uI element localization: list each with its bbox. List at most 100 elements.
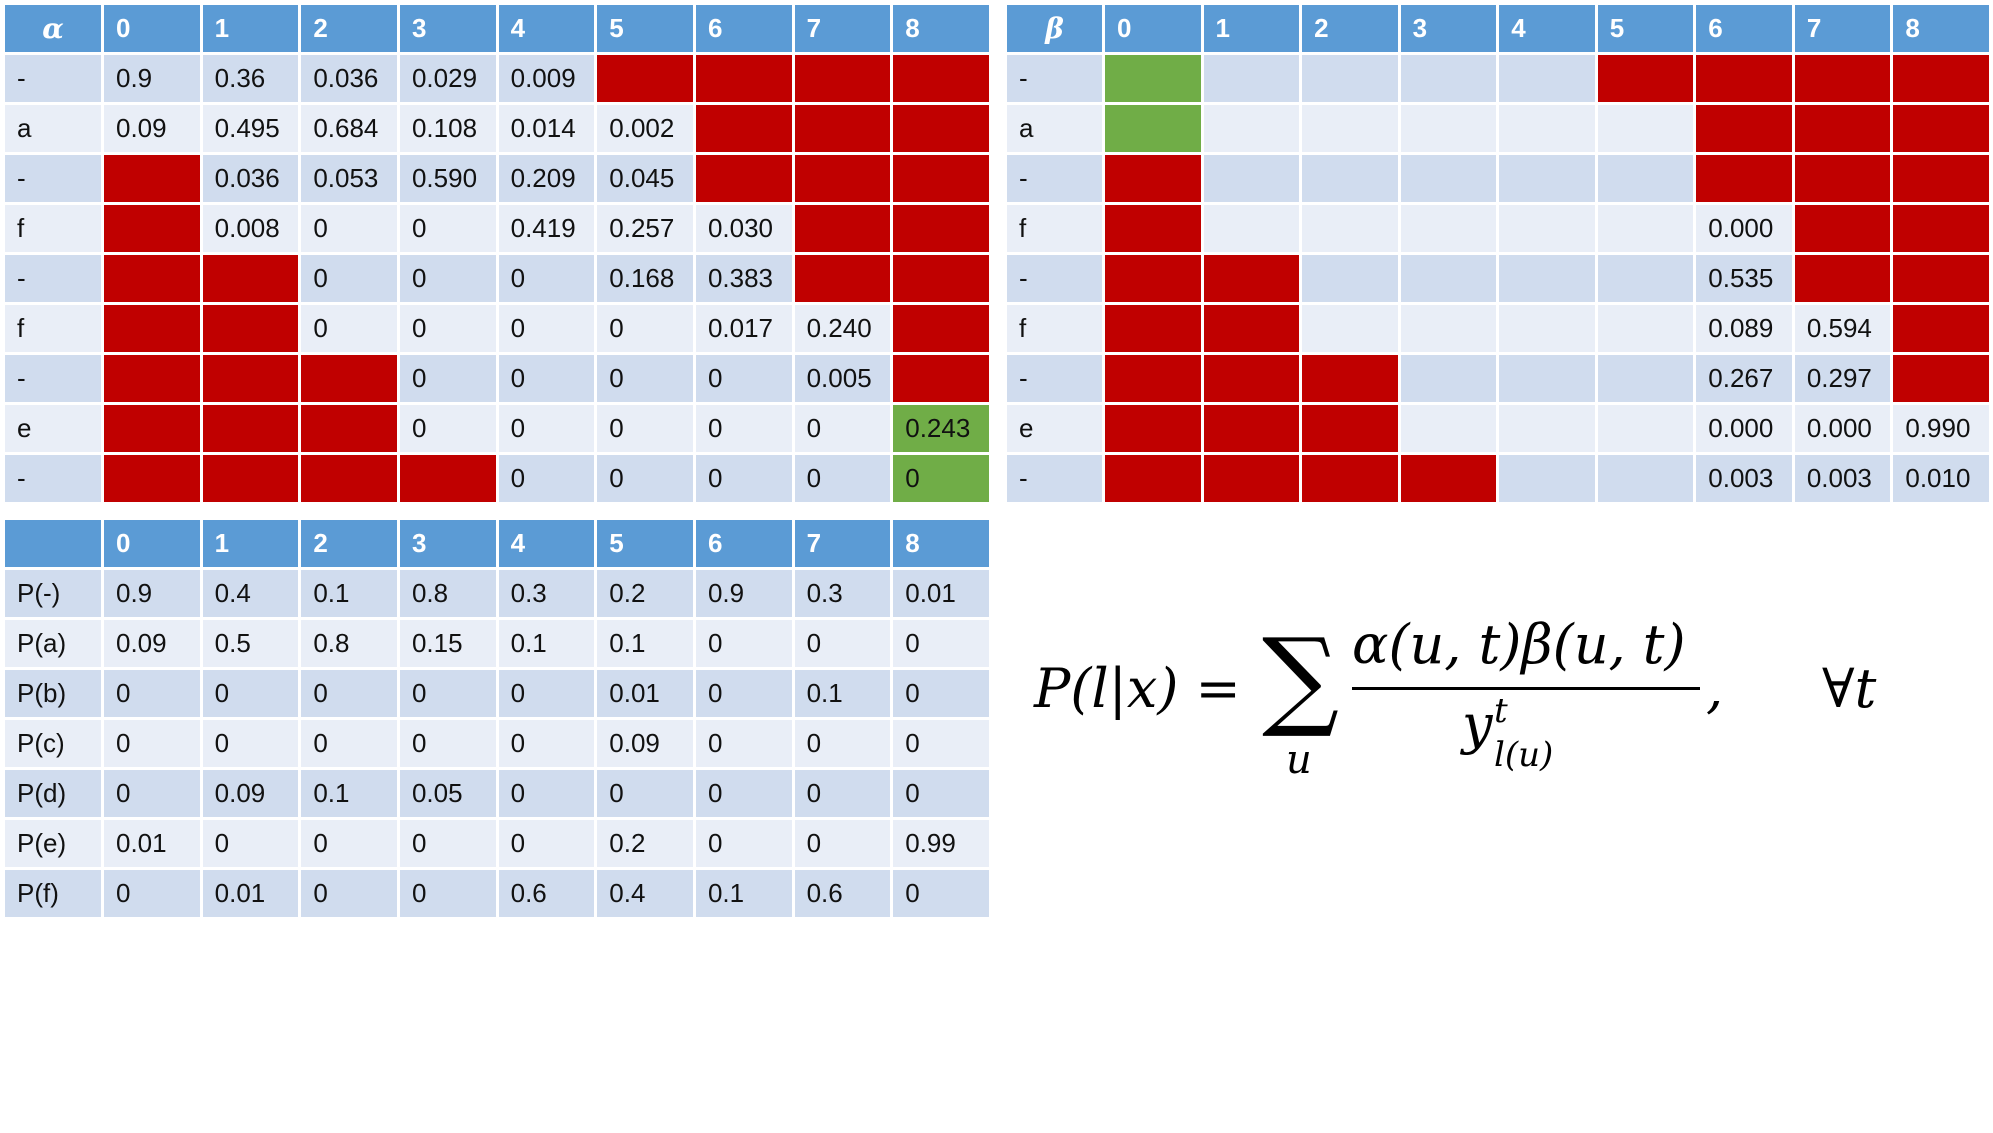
probability-value-cell: 0.8 bbox=[298, 617, 400, 670]
alpha-row: -0 0 0 0.168 0.383 bbox=[2, 252, 992, 305]
alpha-blocked-cell bbox=[101, 152, 203, 205]
alpha-row-label: - bbox=[2, 452, 104, 505]
probability-value-cell: 0 bbox=[791, 817, 894, 870]
formula-numerator: α(u, t)β(u, t) bbox=[1352, 613, 1686, 676]
alpha-blocked-cell bbox=[890, 352, 992, 405]
probability-value-cell: 0 bbox=[298, 867, 400, 920]
alpha-blocked-cell bbox=[199, 352, 302, 405]
alpha-blocked-cell bbox=[101, 452, 203, 505]
formula-lhs: P(l|x) = bbox=[1034, 657, 1241, 720]
alpha-value-cell: 0.053 bbox=[298, 152, 400, 205]
beta-row: f 0.000 bbox=[1004, 202, 1992, 255]
probability-row-label: P(b) bbox=[2, 667, 104, 720]
probability-value-cell: 0 bbox=[298, 717, 400, 770]
alpha-blocked-cell bbox=[199, 302, 302, 355]
probability-value-cell: 0 bbox=[396, 717, 499, 770]
alpha-blocked-cell bbox=[791, 52, 894, 105]
beta-column-header: 1 bbox=[1200, 2, 1303, 55]
alpha-value-cell: 0 bbox=[495, 402, 598, 455]
alpha-value-cell: 0 bbox=[396, 302, 499, 355]
sum-symbol: ∑ bbox=[1262, 616, 1340, 741]
beta-value-cell bbox=[1200, 152, 1303, 205]
beta-row: - 0.535 bbox=[1004, 252, 1992, 305]
beta-blocked-cell bbox=[1200, 352, 1303, 405]
beta-blocked-cell bbox=[1791, 52, 1894, 105]
alpha-column-header: 2 bbox=[298, 2, 400, 55]
probability-value-cell: 0 bbox=[890, 717, 992, 770]
probability-value-cell: 0 bbox=[396, 817, 499, 870]
alpha-value-cell: 0 bbox=[495, 452, 598, 505]
beta-value-cell: 0.000 bbox=[1693, 402, 1795, 455]
beta-blocked-cell bbox=[1890, 52, 1992, 105]
probability-row: P(e) 0.01 0 0 0 0 0.2 0 0 0.99 bbox=[2, 817, 992, 870]
alpha-value-cell: 0 bbox=[298, 202, 400, 255]
alpha-blocked-cell bbox=[692, 102, 795, 155]
beta-row-label: - bbox=[1004, 152, 1105, 205]
probability-column-header: 0 bbox=[101, 517, 203, 570]
beta-column-header: 8 bbox=[1890, 2, 1992, 55]
alpha-row: -0.9 0.36 0.036 0.029 0.009 bbox=[2, 52, 992, 105]
probability-value-cell: 0 bbox=[396, 667, 499, 720]
alpha-value-cell: 0 bbox=[396, 202, 499, 255]
alpha-value-cell: 0 bbox=[396, 352, 499, 405]
beta-value-cell bbox=[1299, 252, 1401, 305]
beta-column-header: 2 bbox=[1299, 2, 1401, 55]
alpha-value-cell: 0.495 bbox=[199, 102, 302, 155]
probability-value-cell: 0 bbox=[791, 617, 894, 670]
beta-blocked-cell bbox=[1890, 152, 1992, 205]
probability-corner-cell bbox=[2, 517, 104, 570]
formula-denominator-subscript: l(u) bbox=[1494, 735, 1554, 775]
beta-row-label: f bbox=[1004, 302, 1105, 355]
beta-value-cell bbox=[1397, 52, 1500, 105]
beta-value-cell bbox=[1496, 202, 1598, 255]
alpha-blocked-cell bbox=[101, 352, 203, 405]
beta-blocked-cell bbox=[1102, 152, 1204, 205]
probability-value-cell: 0.3 bbox=[495, 567, 598, 620]
beta-blocked-cell bbox=[1102, 202, 1204, 255]
beta-blocked-cell bbox=[1791, 202, 1894, 255]
alpha-value-cell: 0 bbox=[298, 302, 400, 355]
probability-row-label: P(d) bbox=[2, 767, 104, 820]
alpha-blocked-cell bbox=[890, 52, 992, 105]
probability-value-cell: 0 bbox=[101, 667, 203, 720]
beta-value-cell bbox=[1200, 202, 1303, 255]
probability-column-header: 2 bbox=[298, 517, 400, 570]
alpha-value-cell: 0 bbox=[692, 352, 795, 405]
beta-value-cell bbox=[1496, 102, 1598, 155]
probability-row-label: P(e) bbox=[2, 817, 104, 870]
probability-value-cell: 0.3 bbox=[791, 567, 894, 620]
alpha-blocked-cell bbox=[791, 202, 894, 255]
beta-blocked-cell bbox=[1791, 252, 1894, 305]
beta-row-label: - bbox=[1004, 352, 1105, 405]
alpha-value-cell: 0.009 bbox=[495, 52, 598, 105]
beta-row-label: - bbox=[1004, 52, 1105, 105]
beta-blocked-cell bbox=[1791, 102, 1894, 155]
alpha-blocked-cell bbox=[791, 152, 894, 205]
alpha-row: f 0 0 0 0 0.017 0.240 bbox=[2, 302, 992, 355]
beta-blocked-cell bbox=[1693, 52, 1795, 105]
beta-row: a bbox=[1004, 102, 1992, 155]
probability-row: P(b) 0 0 0 0 0 0.01 0 0.1 0 bbox=[2, 667, 992, 720]
alpha-blocked-cell bbox=[101, 202, 203, 255]
beta-blocked-cell bbox=[1200, 252, 1303, 305]
beta-value-cell bbox=[1496, 152, 1598, 205]
beta-value-cell bbox=[1594, 202, 1697, 255]
probability-value-cell: 0.01 bbox=[101, 817, 203, 870]
beta-value-cell bbox=[1594, 352, 1697, 405]
alpha-row-label: - bbox=[2, 252, 104, 305]
beta-value-cell: 0.267 bbox=[1693, 352, 1795, 405]
beta-value-cell: 0.990 bbox=[1890, 402, 1992, 455]
alpha-row-label: f bbox=[2, 302, 104, 355]
beta-value-cell bbox=[1594, 152, 1697, 205]
beta-blocked-cell bbox=[1397, 452, 1500, 505]
beta-value-cell bbox=[1200, 102, 1303, 155]
probability-row: P(a) 0.09 0.5 0.8 0.15 0.1 0.1 0 0 0 bbox=[2, 617, 992, 670]
probability-row: P(f) 0 0.01 0 0 0.6 0.4 0.1 0.6 0 bbox=[2, 867, 992, 920]
alpha-value-cell: 0.017 bbox=[692, 302, 795, 355]
beta-value-cell bbox=[1496, 52, 1598, 105]
alpha-row: f 0.008 0 0 0.419 0.257 0.030 bbox=[2, 202, 992, 255]
alpha-value-cell: 0 bbox=[594, 302, 696, 355]
alpha-value-cell: 0.008 bbox=[199, 202, 302, 255]
